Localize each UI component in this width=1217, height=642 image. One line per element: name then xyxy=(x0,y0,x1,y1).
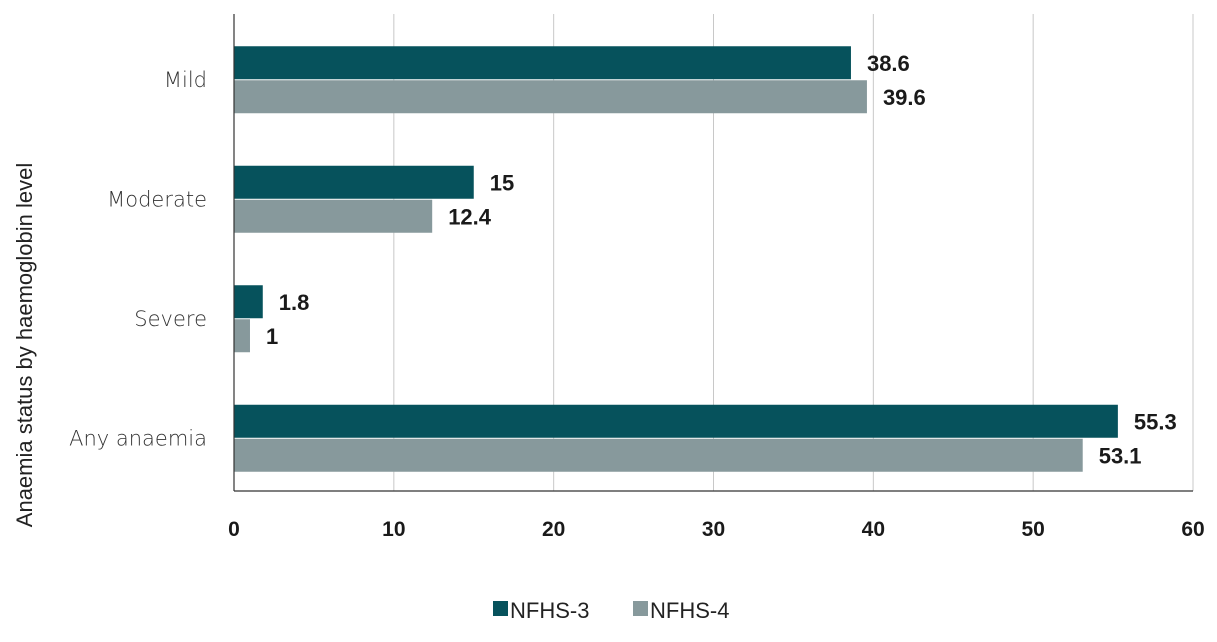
x-tick-label-50: 50 xyxy=(1021,518,1044,541)
bars xyxy=(234,46,1118,472)
bar-NFHS-4-1 xyxy=(234,199,433,233)
x-tick-label-0: 0 xyxy=(228,518,240,541)
bar-NFHS-4-3 xyxy=(234,438,1083,472)
bar-NFHS-3-3 xyxy=(234,404,1118,438)
bar-NFHS-4-2 xyxy=(234,319,250,353)
y-axis-label: Anaemia status by haemoglobin level xyxy=(12,163,37,527)
x-tick-label-20: 20 xyxy=(542,518,565,541)
data-label-NFHS-3-2: 1.8 xyxy=(279,290,310,315)
legend: NFHS-3 NFHS-4 xyxy=(493,598,729,623)
x-tick-label-60: 60 xyxy=(1181,518,1204,541)
category-label-1: Moderate xyxy=(107,187,207,211)
category-label-2: Severe xyxy=(134,307,207,331)
legend-swatch-NFHS-4 xyxy=(633,601,648,616)
x-tick-label-10: 10 xyxy=(382,518,405,541)
data-labels: 38.6 39.6 15 12.4 1.81 55.3 53.1 xyxy=(266,51,1177,469)
bar-NFHS-3-1 xyxy=(234,165,474,199)
tick-labels: 0 10 20 30 40 50 60 xyxy=(228,518,1205,541)
data-label-NFHS-3-3: 55.3 xyxy=(1134,409,1177,434)
bar-NFHS-3-2 xyxy=(234,285,263,319)
legend-swatch-NFHS-3 xyxy=(493,601,508,616)
bar-NFHS-4-0 xyxy=(234,80,867,114)
bar-NFHS-3-0 xyxy=(234,46,851,80)
x-tick-label-30: 30 xyxy=(702,518,725,541)
legend-label-NFHS-3: NFHS-3 xyxy=(510,598,589,623)
data-label-NFHS-3-1: 15 xyxy=(490,170,514,195)
data-label-NFHS-4-3: 53.1 xyxy=(1099,443,1142,468)
data-label-NFHS-4-2: 1 xyxy=(266,324,278,349)
category-label-3: Any anaemia xyxy=(69,426,207,450)
data-label-NFHS-3-0: 38.6 xyxy=(867,51,910,76)
category-labels: Mild Moderate Severe Any anaemia xyxy=(69,68,207,451)
axes xyxy=(233,14,1193,492)
legend-label-NFHS-4: NFHS-4 xyxy=(650,598,729,623)
x-tick-label-40: 40 xyxy=(862,518,885,541)
data-label-NFHS-4-1: 12.4 xyxy=(448,204,492,229)
category-label-0: Mild xyxy=(164,68,207,92)
data-label-NFHS-4-0: 39.6 xyxy=(883,85,926,110)
